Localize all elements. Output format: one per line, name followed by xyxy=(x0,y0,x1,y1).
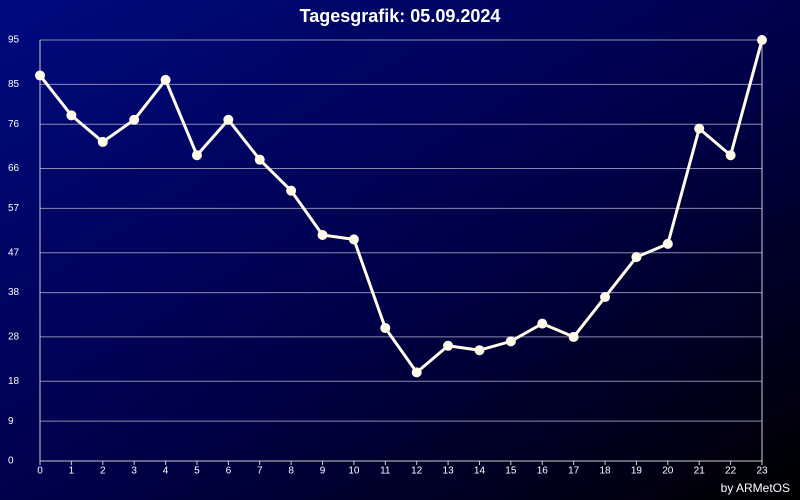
x-tick-label: 23 xyxy=(756,466,768,477)
data-point xyxy=(725,150,736,161)
x-tick-label: 10 xyxy=(348,466,360,477)
data-point xyxy=(631,252,642,263)
y-tick-label: 47 xyxy=(8,247,20,258)
data-point xyxy=(129,114,140,125)
data-point xyxy=(380,323,391,334)
x-tick-label: 21 xyxy=(694,466,706,477)
data-point xyxy=(694,123,705,134)
chart-title: Tagesgrafik: 05.09.2024 xyxy=(300,6,501,26)
x-tick-label: 20 xyxy=(662,466,674,477)
y-tick-label: 76 xyxy=(8,119,20,130)
x-tick-label: 16 xyxy=(537,466,549,477)
data-point xyxy=(757,35,767,45)
x-tick-label: 1 xyxy=(69,466,75,477)
x-tick-label: 8 xyxy=(288,466,294,477)
x-tick-label: 3 xyxy=(131,466,137,477)
y-tick-label: 28 xyxy=(8,332,20,343)
x-tick-label: 18 xyxy=(599,466,611,477)
x-tick-label: 4 xyxy=(163,466,169,477)
data-point xyxy=(191,150,202,161)
data-point xyxy=(348,234,359,245)
x-tick-label: 11 xyxy=(380,466,391,477)
y-tick-label: 18 xyxy=(8,376,20,387)
y-tick-label: 57 xyxy=(8,203,20,214)
data-point xyxy=(160,74,171,85)
x-tick-label: 17 xyxy=(568,466,580,477)
data-point xyxy=(443,340,454,351)
x-tick-label: 5 xyxy=(194,466,200,477)
x-tick-label: 0 xyxy=(37,466,43,477)
x-tick-label: 22 xyxy=(725,466,737,477)
y-tick-label: 66 xyxy=(8,163,20,174)
data-point xyxy=(411,367,422,378)
data-point xyxy=(537,318,548,329)
y-tick-label: 38 xyxy=(8,287,20,298)
data-point xyxy=(223,114,234,125)
y-tick-label: 9 xyxy=(8,416,14,427)
data-point xyxy=(600,292,611,303)
credit: by ARMetOS xyxy=(721,481,790,495)
x-tick-label: 15 xyxy=(505,466,517,477)
x-tick-label: 14 xyxy=(474,466,486,477)
x-tick-label: 12 xyxy=(411,466,423,477)
data-point xyxy=(35,70,45,81)
data-point xyxy=(474,345,485,356)
y-tick-label: 85 xyxy=(8,79,20,90)
data-point xyxy=(317,229,328,240)
x-tick-label: 7 xyxy=(257,466,263,477)
x-tick-label: 19 xyxy=(631,466,643,477)
data-point xyxy=(254,154,265,165)
x-tick-label: 13 xyxy=(443,466,455,477)
x-tick-label: 2 xyxy=(100,466,106,477)
y-tick-label: 0 xyxy=(8,456,14,467)
data-line xyxy=(38,39,764,374)
data-point xyxy=(505,336,516,347)
x-tick-label: 6 xyxy=(226,466,232,477)
data-point xyxy=(66,110,77,121)
x-tick-label: 9 xyxy=(320,466,326,477)
data-point xyxy=(568,331,579,342)
y-tick-label: 95 xyxy=(8,35,20,46)
data-point xyxy=(662,238,673,249)
data-point xyxy=(97,136,108,147)
data-point xyxy=(286,185,297,196)
